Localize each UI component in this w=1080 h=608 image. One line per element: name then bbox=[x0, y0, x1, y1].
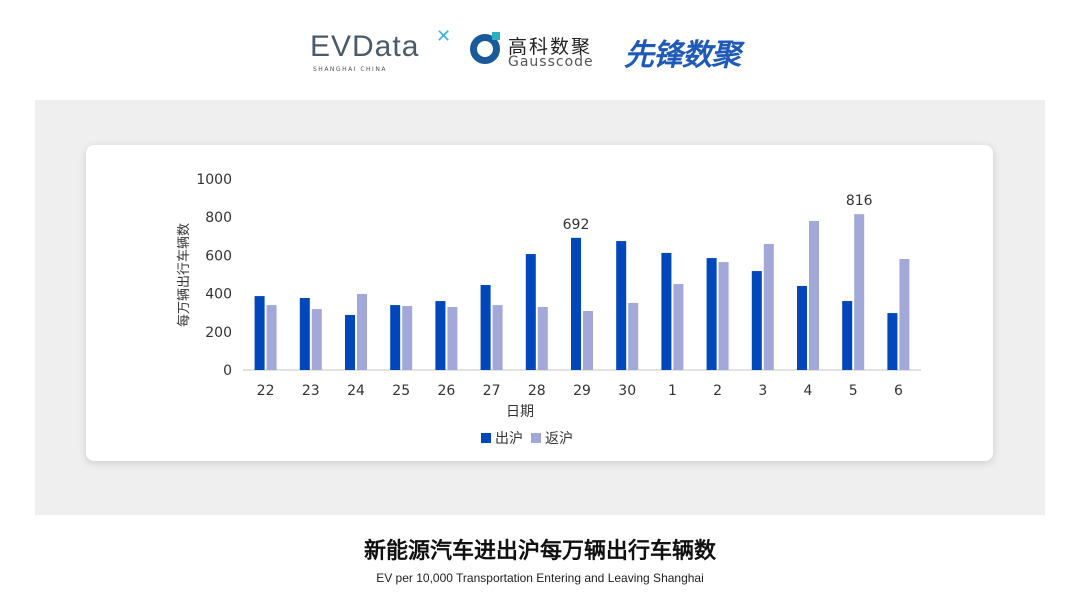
legend-swatch bbox=[531, 433, 541, 443]
y-tick-label: 400 bbox=[205, 287, 232, 303]
chart-title: 新能源汽车进出沪每万辆出行车辆数 bbox=[363, 539, 716, 564]
chart-card bbox=[86, 145, 993, 461]
y-tick-label: 800 bbox=[205, 210, 232, 226]
bar-出沪-5 bbox=[842, 301, 853, 370]
bar-返沪-6 bbox=[899, 259, 910, 370]
x-axis-label: 日期 bbox=[506, 404, 534, 420]
gausscode-en: Gausscode bbox=[508, 54, 594, 70]
legend-label: 返沪 bbox=[545, 431, 573, 447]
xianfeng-logo: 先锋数聚 bbox=[624, 38, 741, 73]
x-tick-label: 1 bbox=[668, 383, 677, 399]
bar-出沪-28 bbox=[525, 254, 536, 370]
bar-出沪-30 bbox=[616, 241, 627, 370]
bar-返沪-4 bbox=[809, 221, 819, 370]
y-axis-label: 每万辆出行车辆数 bbox=[176, 223, 192, 327]
bar-返沪-30 bbox=[628, 302, 639, 370]
bar-出沪-26 bbox=[435, 301, 446, 370]
bar-出沪-1 bbox=[661, 252, 672, 370]
bar-返沪-1 bbox=[673, 284, 684, 370]
x-tick-label: 3 bbox=[758, 383, 767, 399]
bar-返沪-27 bbox=[492, 305, 503, 370]
bar-出沪-29 bbox=[571, 237, 581, 370]
bar-返沪-3 bbox=[763, 243, 774, 370]
bar-出沪-25 bbox=[390, 305, 401, 370]
x-tick-label: 24 bbox=[347, 383, 365, 399]
y-tick-label: 0 bbox=[223, 363, 232, 379]
x-tick-label: 30 bbox=[618, 383, 636, 399]
x-tick-label: 6 bbox=[894, 383, 903, 399]
x-tick-label: 4 bbox=[804, 383, 813, 399]
bar-返沪-2 bbox=[718, 262, 729, 370]
logo-bar: EVData ✕ SHANGHAI CHINA 高科数聚 Gausscode 先… bbox=[0, 26, 1080, 76]
evdata-x-icon: ✕ bbox=[436, 26, 452, 47]
bar-出沪-2 bbox=[706, 258, 717, 370]
bar-出沪-24 bbox=[345, 314, 355, 370]
x-tick-label: 27 bbox=[483, 383, 501, 399]
evdata-logo: EVData bbox=[310, 30, 420, 63]
bar-返沪-23 bbox=[311, 309, 322, 370]
bar-返沪-24 bbox=[357, 293, 367, 370]
bar-返沪-28 bbox=[537, 306, 548, 370]
bar-出沪-23 bbox=[299, 297, 310, 370]
x-tick-label: 28 bbox=[528, 383, 546, 399]
y-tick-label: 1000 bbox=[196, 172, 232, 188]
evdata-sub: SHANGHAI CHINA bbox=[313, 66, 387, 73]
x-tick-label: 29 bbox=[573, 383, 591, 399]
data-label: 692 bbox=[563, 217, 590, 233]
bar-返沪-25 bbox=[402, 306, 413, 370]
legend-label: 出沪 bbox=[495, 431, 523, 447]
y-tick-label: 600 bbox=[205, 248, 232, 264]
x-tick-label: 26 bbox=[437, 383, 455, 399]
bar-出沪-6 bbox=[887, 313, 898, 370]
bar-出沪-4 bbox=[797, 285, 807, 370]
bar-出沪-3 bbox=[751, 271, 762, 370]
bar-返沪-5 bbox=[854, 214, 865, 370]
bar-返沪-29 bbox=[583, 310, 593, 370]
chart-subtitle: EV per 10,000 Transportation Entering an… bbox=[376, 571, 704, 585]
x-tick-label: 25 bbox=[392, 383, 410, 399]
gausscode-square-icon bbox=[492, 32, 500, 40]
legend-swatch bbox=[481, 433, 491, 443]
gausscode-cn: 高科数聚 bbox=[508, 36, 593, 58]
bar-出沪-22 bbox=[254, 296, 265, 370]
data-label: 816 bbox=[846, 193, 873, 209]
x-tick-label: 22 bbox=[257, 383, 275, 399]
gausscode-logo-icon bbox=[470, 34, 500, 64]
bar-出沪-27 bbox=[480, 285, 491, 370]
bar-返沪-26 bbox=[447, 306, 458, 370]
x-tick-label: 2 bbox=[713, 383, 722, 399]
bar-返沪-22 bbox=[266, 305, 277, 370]
x-tick-label: 23 bbox=[302, 383, 320, 399]
y-tick-label: 200 bbox=[205, 325, 232, 341]
x-tick-label: 5 bbox=[849, 383, 858, 399]
